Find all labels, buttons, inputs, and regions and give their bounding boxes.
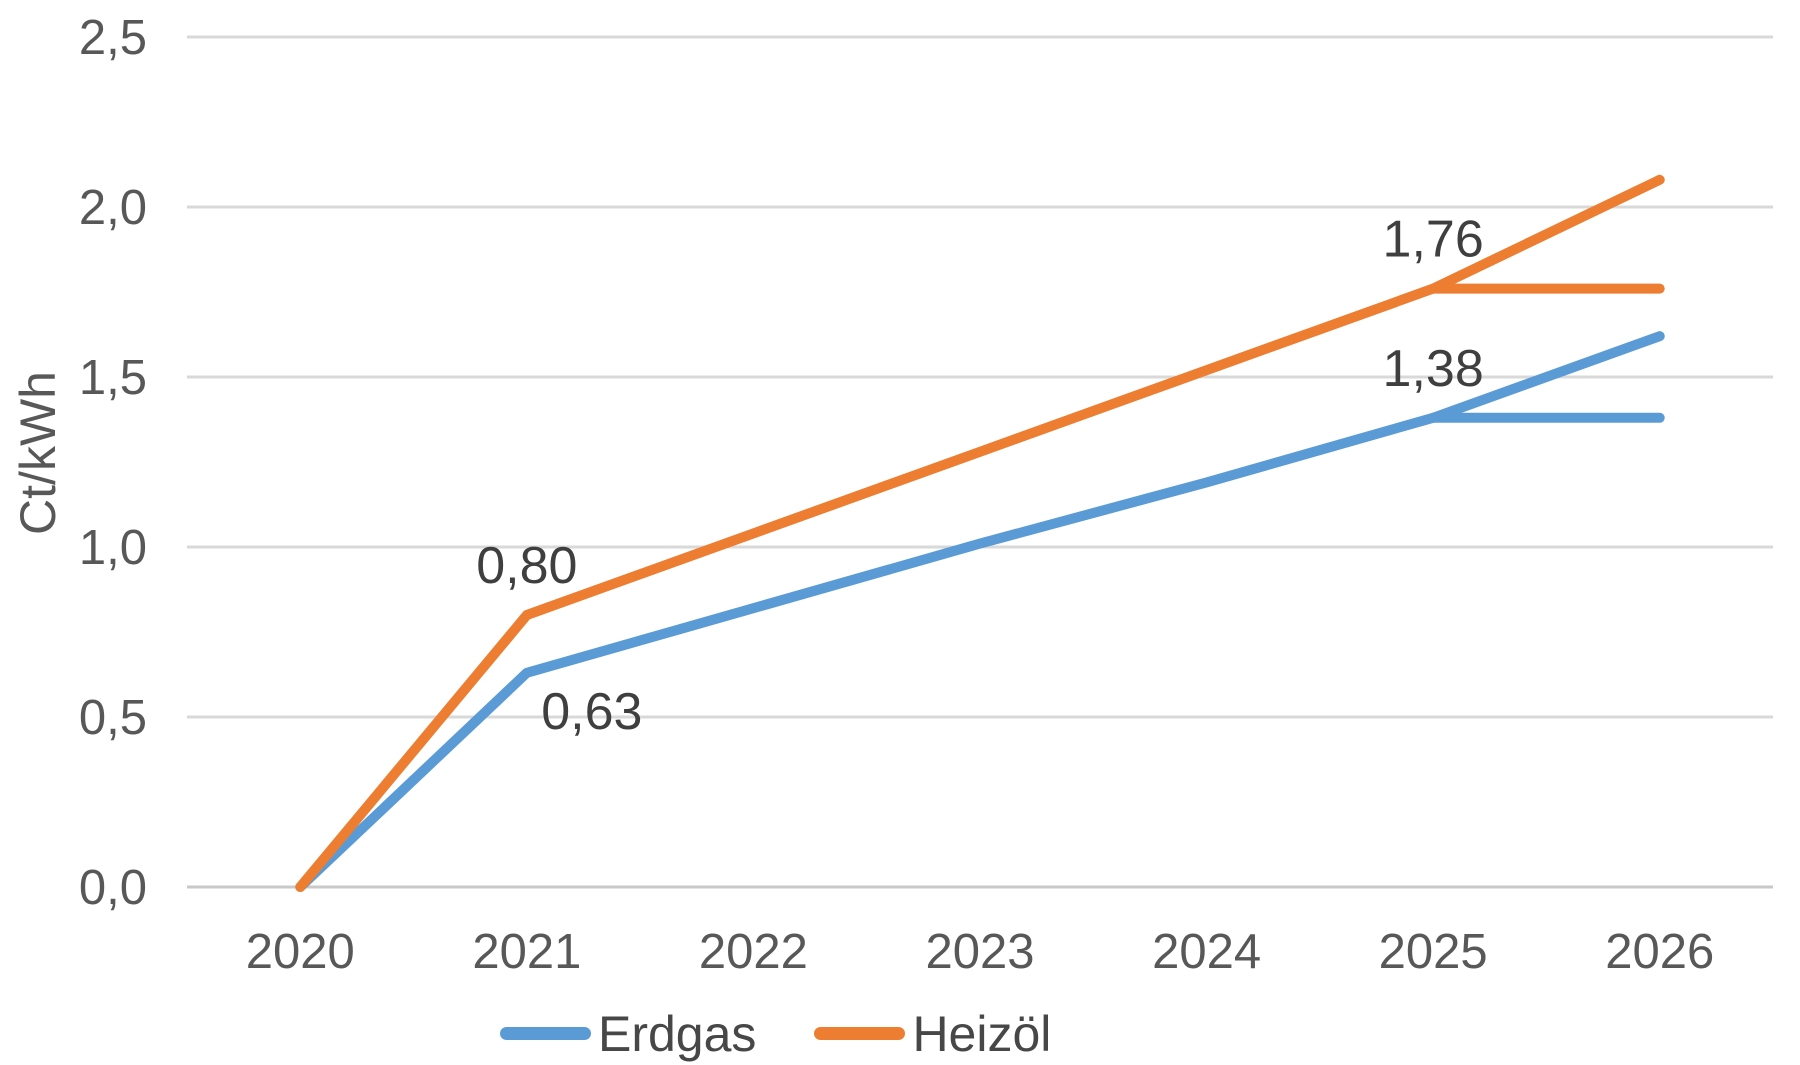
x-tick-label-2025: 2025 [1379, 925, 1488, 979]
x-tick-label-2023: 2023 [925, 925, 1034, 979]
tick-labels: 0,0 0,5 1,0 1,5 2,0 2,5 2020 2021 2022 2023 2024 20… [79, 11, 1714, 979]
data-labels: 0,80 0,63 1,76 1,38 [476, 211, 1484, 741]
x-tick-label-2026: 2026 [1605, 925, 1714, 979]
legend-label-erdgas: Erdgas [598, 1005, 757, 1062]
y-tick-label-2,5: 2,5 [79, 11, 147, 65]
legend: Erdgas Heizöl [500, 1002, 1051, 1065]
legend-item-heizol: Heizöl [814, 1009, 1051, 1059]
y-tick-label-0,0: 0,0 [79, 861, 147, 915]
legend-item-erdgas: Erdgas [500, 1009, 756, 1059]
data-label-heizol-2021: 0,80 [476, 537, 577, 595]
y-axis-title: Ct/kWh [10, 371, 66, 535]
legend-label-heizol: Heizöl [912, 1005, 1052, 1062]
x-tick-label-2020: 2020 [246, 925, 355, 979]
data-label-erdgas-2021: 0,63 [541, 683, 642, 741]
y-tick-label-1,5: 1,5 [79, 351, 147, 405]
x-tick-label-2022: 2022 [699, 925, 808, 979]
x-tick-label-2024: 2024 [1152, 925, 1261, 979]
y-tick-label-0,5: 0,5 [79, 691, 147, 745]
series-lines [295, 174, 1665, 892]
data-label-heizol-2025: 1,76 [1383, 211, 1484, 269]
legend-swatch-heizol [814, 1027, 906, 1040]
y-tick-label-1,0: 1,0 [79, 521, 147, 575]
data-label-erdgas-2025: 1,38 [1383, 340, 1484, 398]
legend-swatch-erdgas [500, 1027, 591, 1040]
y-tick-label-2,0: 2,0 [79, 181, 147, 235]
gridlines [187, 35, 1773, 889]
x-tick-label-2021: 2021 [472, 925, 581, 979]
